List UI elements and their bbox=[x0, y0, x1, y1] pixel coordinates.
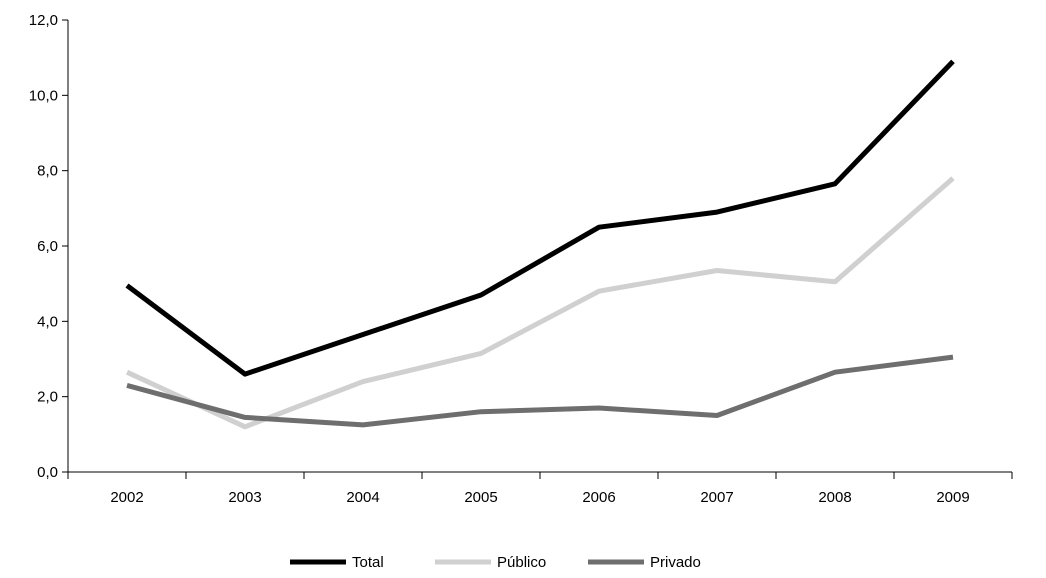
y-tick-label: 4,0 bbox=[37, 313, 58, 330]
x-tick-label: 2009 bbox=[936, 489, 969, 506]
y-tick-label: 0,0 bbox=[37, 464, 58, 481]
x-tick-label: 2006 bbox=[582, 489, 615, 506]
series-lines bbox=[125, 59, 955, 430]
x-tick-label: 2007 bbox=[700, 489, 733, 506]
x-tick-label: 2008 bbox=[818, 489, 851, 506]
series-line-total bbox=[125, 59, 955, 377]
series-line-privado bbox=[126, 354, 954, 428]
series-line-público bbox=[125, 176, 955, 430]
legend-label-público: Público bbox=[497, 554, 546, 571]
y-tick-label: 12,0 bbox=[29, 12, 58, 29]
y-tick-label: 8,0 bbox=[37, 163, 58, 180]
y-tick-label: 10,0 bbox=[29, 87, 58, 104]
x-tick-label: 2002 bbox=[110, 489, 143, 506]
x-tick-label: 2005 bbox=[464, 489, 497, 506]
axes: 0,0 2,0 4,0 6,0 8,0 10,0 12,0 2002 2003 2004 2005 2… bbox=[29, 12, 1013, 506]
y-tick-label: 6,0 bbox=[37, 238, 58, 255]
y-tick-label: 2,0 bbox=[37, 389, 58, 406]
x-tick-label: 2003 bbox=[228, 489, 261, 506]
legend-label-total: Total bbox=[352, 554, 384, 571]
x-tick-label: 2004 bbox=[346, 489, 379, 506]
legend-label-privado: Privado bbox=[650, 554, 701, 571]
legend: Total Público Privado bbox=[290, 554, 701, 571]
